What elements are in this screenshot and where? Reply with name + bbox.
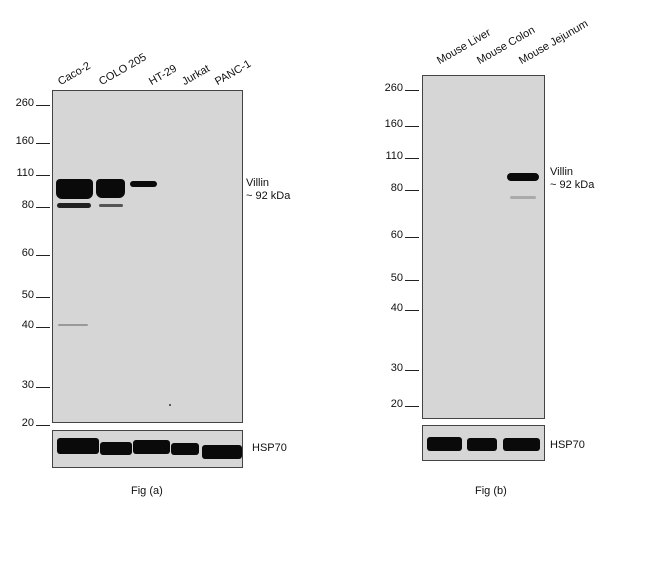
mw-tick — [36, 105, 50, 106]
mw-tick — [405, 370, 419, 371]
mw-tick — [36, 207, 50, 208]
mw-marker-50: 50 — [390, 272, 403, 284]
mw-marker-30: 30 — [21, 379, 34, 391]
band-hsp70-jurkat — [171, 443, 199, 455]
mw-marker-60: 60 — [21, 247, 34, 259]
mw-tick — [36, 297, 50, 298]
mw-tick — [36, 387, 50, 388]
mw-marker-20: 20 — [390, 398, 403, 410]
mw-marker-110: 110 — [385, 150, 403, 162]
band-hsp70-colo205 — [100, 442, 132, 455]
mw-tick — [36, 143, 50, 144]
band-colo205-villin-lower — [99, 204, 123, 207]
loading-control-label-b: HSP70 — [550, 439, 585, 451]
band-hsp70-jejunum — [503, 438, 540, 451]
blot-panel-main — [52, 90, 243, 423]
lane-label-jurkat: Jurkat — [180, 62, 212, 88]
band-caco2-villin — [56, 179, 93, 199]
target-mass: ~ 92 kDa — [246, 190, 291, 202]
mw-marker-40: 40 — [390, 302, 403, 314]
band-hsp70-panc1 — [202, 445, 242, 459]
mw-tick — [36, 175, 50, 176]
speck — [169, 404, 171, 406]
target-label: Villin — [550, 166, 574, 178]
mw-tick — [405, 126, 419, 127]
band-hsp70-colon — [467, 438, 497, 451]
band-caco2-40kda — [58, 324, 88, 326]
mw-tick — [36, 327, 50, 328]
mw-tick — [405, 190, 419, 191]
lane-label-panc1: PANC-1 — [213, 57, 254, 88]
lane-label-ht29: HT-29 — [147, 62, 179, 88]
mw-tick — [405, 406, 419, 407]
mw-tick — [405, 237, 419, 238]
mw-marker-110: 110 — [16, 167, 34, 179]
mw-tick — [405, 280, 419, 281]
mw-marker-50: 50 — [21, 289, 34, 301]
mw-marker-80: 80 — [390, 182, 403, 194]
mw-tick — [405, 158, 419, 159]
mw-tick — [405, 310, 419, 311]
mw-marker-60: 60 — [390, 229, 403, 241]
band-jejunum-villin — [507, 173, 539, 181]
mw-marker-30: 30 — [390, 362, 403, 374]
band-colo205-villin — [96, 179, 125, 198]
figure-caption-a: Fig (a) — [131, 485, 163, 497]
mw-marker-80: 80 — [21, 199, 34, 211]
target-label: Villin — [246, 177, 270, 189]
target-mass: ~ 92 kDa — [550, 179, 595, 191]
figure-caption-b: Fig (b) — [475, 485, 507, 497]
blot-panel-hsp70 — [422, 425, 545, 461]
mw-marker-20: 20 — [21, 417, 34, 429]
blot-panel-main — [422, 75, 545, 419]
mw-tick — [405, 90, 419, 91]
mw-marker-260: 260 — [15, 97, 34, 109]
band-hsp70-liver — [427, 437, 462, 451]
lane-label-colo205: COLO 205 — [97, 51, 149, 88]
mw-tick — [36, 425, 50, 426]
mw-marker-260: 260 — [384, 82, 403, 94]
target-annotation-a: Villin ~ 92 kDa — [246, 177, 290, 203]
band-caco2-villin-lower — [57, 203, 91, 208]
band-hsp70-ht29 — [133, 440, 170, 454]
blot-panel-hsp70 — [52, 430, 243, 468]
mw-marker-40: 40 — [21, 319, 34, 331]
target-annotation-b: Villin ~ 92 kDa — [550, 166, 594, 192]
mw-marker-160: 160 — [15, 135, 34, 147]
mw-marker-160: 160 — [384, 118, 403, 130]
band-hsp70-caco2 — [57, 438, 99, 454]
band-jejunum-villin-lower — [510, 196, 536, 199]
lane-label-caco2: Caco-2 — [56, 59, 93, 88]
mw-tick — [36, 255, 50, 256]
loading-control-label-a: HSP70 — [252, 442, 287, 454]
band-ht29-villin — [130, 181, 157, 187]
